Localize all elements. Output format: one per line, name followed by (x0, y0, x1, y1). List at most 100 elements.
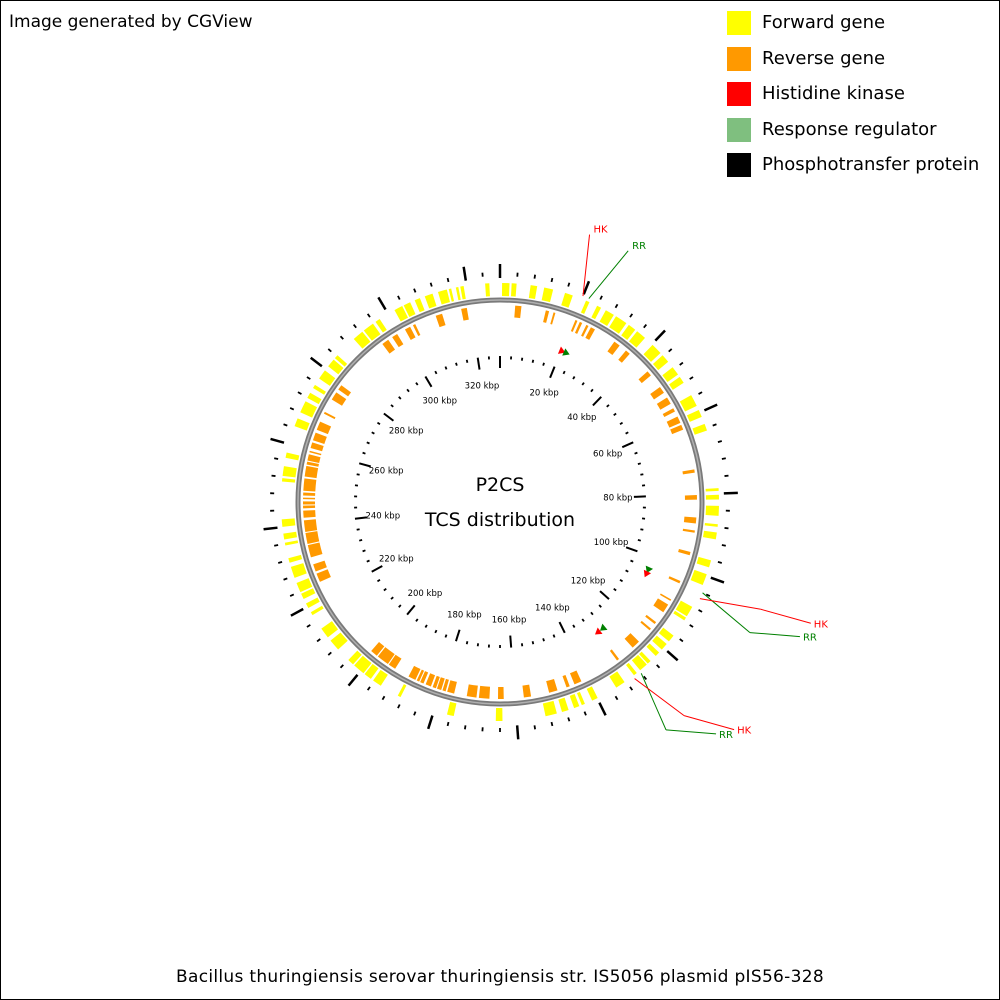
reverse-gene-41 (408, 665, 421, 680)
reverse-gene-43 (377, 647, 395, 664)
inner-minor-tick-96 (637, 539, 642, 542)
reverse-gene-17 (683, 516, 697, 524)
forward-gene-21 (704, 522, 718, 527)
kbp-tick-label-280: 280 kbp (389, 426, 424, 436)
forward-gene-40 (446, 701, 457, 717)
reverse-gene-1 (543, 310, 550, 323)
inner-minor-tick-68 (637, 462, 642, 465)
kbp-tick-label-180: 180 kbp (447, 611, 482, 621)
forward-gene-30 (638, 651, 651, 664)
inner-minor-tick-136 (572, 624, 576, 628)
outer-minor-tick-188 (397, 704, 401, 709)
outer-minor-tick-312 (429, 282, 433, 287)
inner-minor-tick-312 (455, 362, 458, 366)
inner-major-tick-300 (424, 375, 433, 388)
forward-gene-45 (348, 650, 362, 665)
reverse-gene-70 (435, 313, 446, 328)
reverse-gene-6 (585, 327, 595, 340)
reverse-gene-track (302, 305, 697, 699)
kbp-tick-label-140: 140 kbp (535, 604, 570, 614)
outer-minor-tick-284 (327, 348, 332, 353)
reverse-gene-12 (662, 408, 675, 417)
reverse-gene-19 (678, 548, 691, 556)
reverse-gene-62 (316, 421, 332, 435)
inner-major-tick-120 (599, 590, 610, 600)
inner-major-tick-240 (354, 516, 367, 520)
outer-minor-tick-92 (721, 544, 726, 547)
forward-gene-3 (541, 287, 554, 303)
reverse-gene-8 (618, 350, 630, 363)
inner-minor-tick-192 (424, 624, 428, 628)
outer-minor-tick-72 (721, 457, 726, 460)
reverse-gene-57 (306, 461, 319, 467)
reverse-gene-63 (323, 411, 336, 420)
reverse-gene-10 (650, 387, 664, 400)
forward-gene-25 (675, 600, 693, 617)
reverse-gene-55 (303, 478, 317, 492)
forward-gene-23 (696, 556, 712, 568)
forward-gene-47 (321, 621, 339, 638)
forward-gene-75 (448, 288, 455, 302)
kbp-tick-label-160: 160 kbp (492, 616, 527, 626)
outer-major-tick-120 (666, 650, 679, 662)
reverse-gene-14 (670, 424, 684, 435)
forward-gene-53 (288, 554, 303, 563)
forward-gene-12 (652, 355, 669, 371)
hk-callout-label-0: HK (594, 225, 609, 236)
outer-minor-tick-8 (533, 274, 536, 279)
reverse-gene-53 (303, 497, 316, 500)
forward-gene-5 (580, 300, 590, 314)
forward-gene-67 (353, 331, 371, 349)
forward-gene-32 (626, 662, 637, 676)
inner-minor-tick-108 (625, 569, 629, 573)
outer-minor-tick-192 (381, 695, 386, 701)
reverse-gene-67 (392, 333, 404, 348)
forward-gene-46 (330, 632, 348, 650)
reverse-gene-2 (550, 312, 556, 325)
reverse-gene-29 (546, 678, 558, 693)
outer-minor-tick-12 (550, 277, 554, 283)
forward-gene-34 (586, 686, 598, 701)
reverse-gene-38 (425, 673, 436, 687)
forward-gene-10 (628, 331, 646, 348)
forward-gene-78 (485, 283, 490, 297)
reverse-gene-21 (660, 593, 672, 601)
reverse-gene-32 (478, 685, 491, 699)
outer-major-tick-20 (582, 280, 591, 295)
inner-major-tick-100 (625, 546, 638, 553)
kbp-tick-label-40: 40 kbp (567, 413, 596, 423)
inner-minor-tick-28 (572, 376, 576, 380)
inner-minor-tick-304 (434, 370, 438, 375)
forward-gene-64 (319, 370, 336, 386)
inner-minor-tick-52 (619, 421, 624, 426)
reverse-gene-50 (303, 510, 316, 518)
forward-gene-73 (424, 293, 437, 309)
outer-minor-tick-128 (643, 675, 648, 681)
outer-minor-tick-28 (614, 303, 619, 309)
reverse-gene-27 (569, 670, 582, 685)
inner-minor-tick-104 (630, 559, 634, 563)
outer-minor-tick-232 (277, 561, 283, 564)
outer-minor-tick-276 (306, 376, 311, 380)
inner-major-tick-320 (476, 357, 481, 370)
inner-major-tick-20 (549, 366, 556, 379)
forward-gene-39 (495, 707, 503, 721)
forward-gene-66 (334, 355, 348, 367)
outer-minor-tick-116 (679, 638, 684, 643)
outer-minor-tick-184 (413, 711, 417, 716)
reverse-gene-25 (624, 633, 639, 648)
inner-major-tick-200 (406, 604, 416, 616)
rr-callout-leader-4 (666, 729, 717, 735)
forward-gene-22 (702, 530, 717, 540)
rr-callout-label-4: RR (719, 730, 733, 741)
outer-major-tick-100 (710, 576, 725, 584)
kbp-tick-label-100: 100 kbp (594, 538, 629, 548)
inner-minor-tick-212 (383, 587, 387, 592)
outer-major-tick-180 (426, 715, 434, 730)
forward-gene-50 (301, 588, 316, 599)
reverse-gene-46 (313, 560, 327, 572)
inner-minor-tick-112 (619, 578, 624, 583)
forward-gene-7 (599, 310, 614, 327)
outer-minor-tick-68 (717, 440, 723, 443)
reverse-gene-60 (310, 442, 324, 452)
